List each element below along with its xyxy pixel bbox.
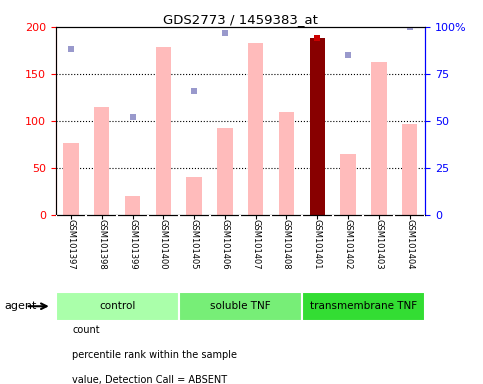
Bar <box>179 292 302 321</box>
Text: GSM101397: GSM101397 <box>67 219 75 270</box>
Bar <box>56 292 179 321</box>
Text: GSM101398: GSM101398 <box>97 219 106 270</box>
Text: value, Detection Call = ABSENT: value, Detection Call = ABSENT <box>72 375 227 384</box>
Bar <box>302 292 425 321</box>
Text: GSM101402: GSM101402 <box>343 219 353 270</box>
Text: transmembrane TNF: transmembrane TNF <box>310 301 417 311</box>
Text: GSM101404: GSM101404 <box>405 219 414 270</box>
Bar <box>248 43 263 215</box>
Title: GDS2773 / 1459383_at: GDS2773 / 1459383_at <box>163 13 318 26</box>
Text: GSM101405: GSM101405 <box>190 219 199 270</box>
Text: percentile rank within the sample: percentile rank within the sample <box>72 350 238 360</box>
Text: GSM101406: GSM101406 <box>220 219 229 270</box>
Text: agent: agent <box>5 301 37 311</box>
Bar <box>341 154 356 215</box>
Bar <box>371 62 386 215</box>
Bar <box>63 142 79 215</box>
Text: GSM101407: GSM101407 <box>251 219 260 270</box>
Bar <box>402 124 417 215</box>
Bar <box>125 196 140 215</box>
Bar <box>94 107 110 215</box>
Bar <box>217 127 233 215</box>
Text: count: count <box>72 325 100 335</box>
Text: GSM101403: GSM101403 <box>374 219 384 270</box>
Text: control: control <box>99 301 135 311</box>
Bar <box>156 46 171 215</box>
Text: GSM101399: GSM101399 <box>128 219 137 270</box>
Bar <box>310 38 325 215</box>
Text: soluble TNF: soluble TNF <box>210 301 270 311</box>
Text: GSM101408: GSM101408 <box>282 219 291 270</box>
Bar <box>186 177 202 215</box>
Text: GSM101400: GSM101400 <box>159 219 168 270</box>
Text: GSM101401: GSM101401 <box>313 219 322 270</box>
Bar <box>279 112 294 215</box>
